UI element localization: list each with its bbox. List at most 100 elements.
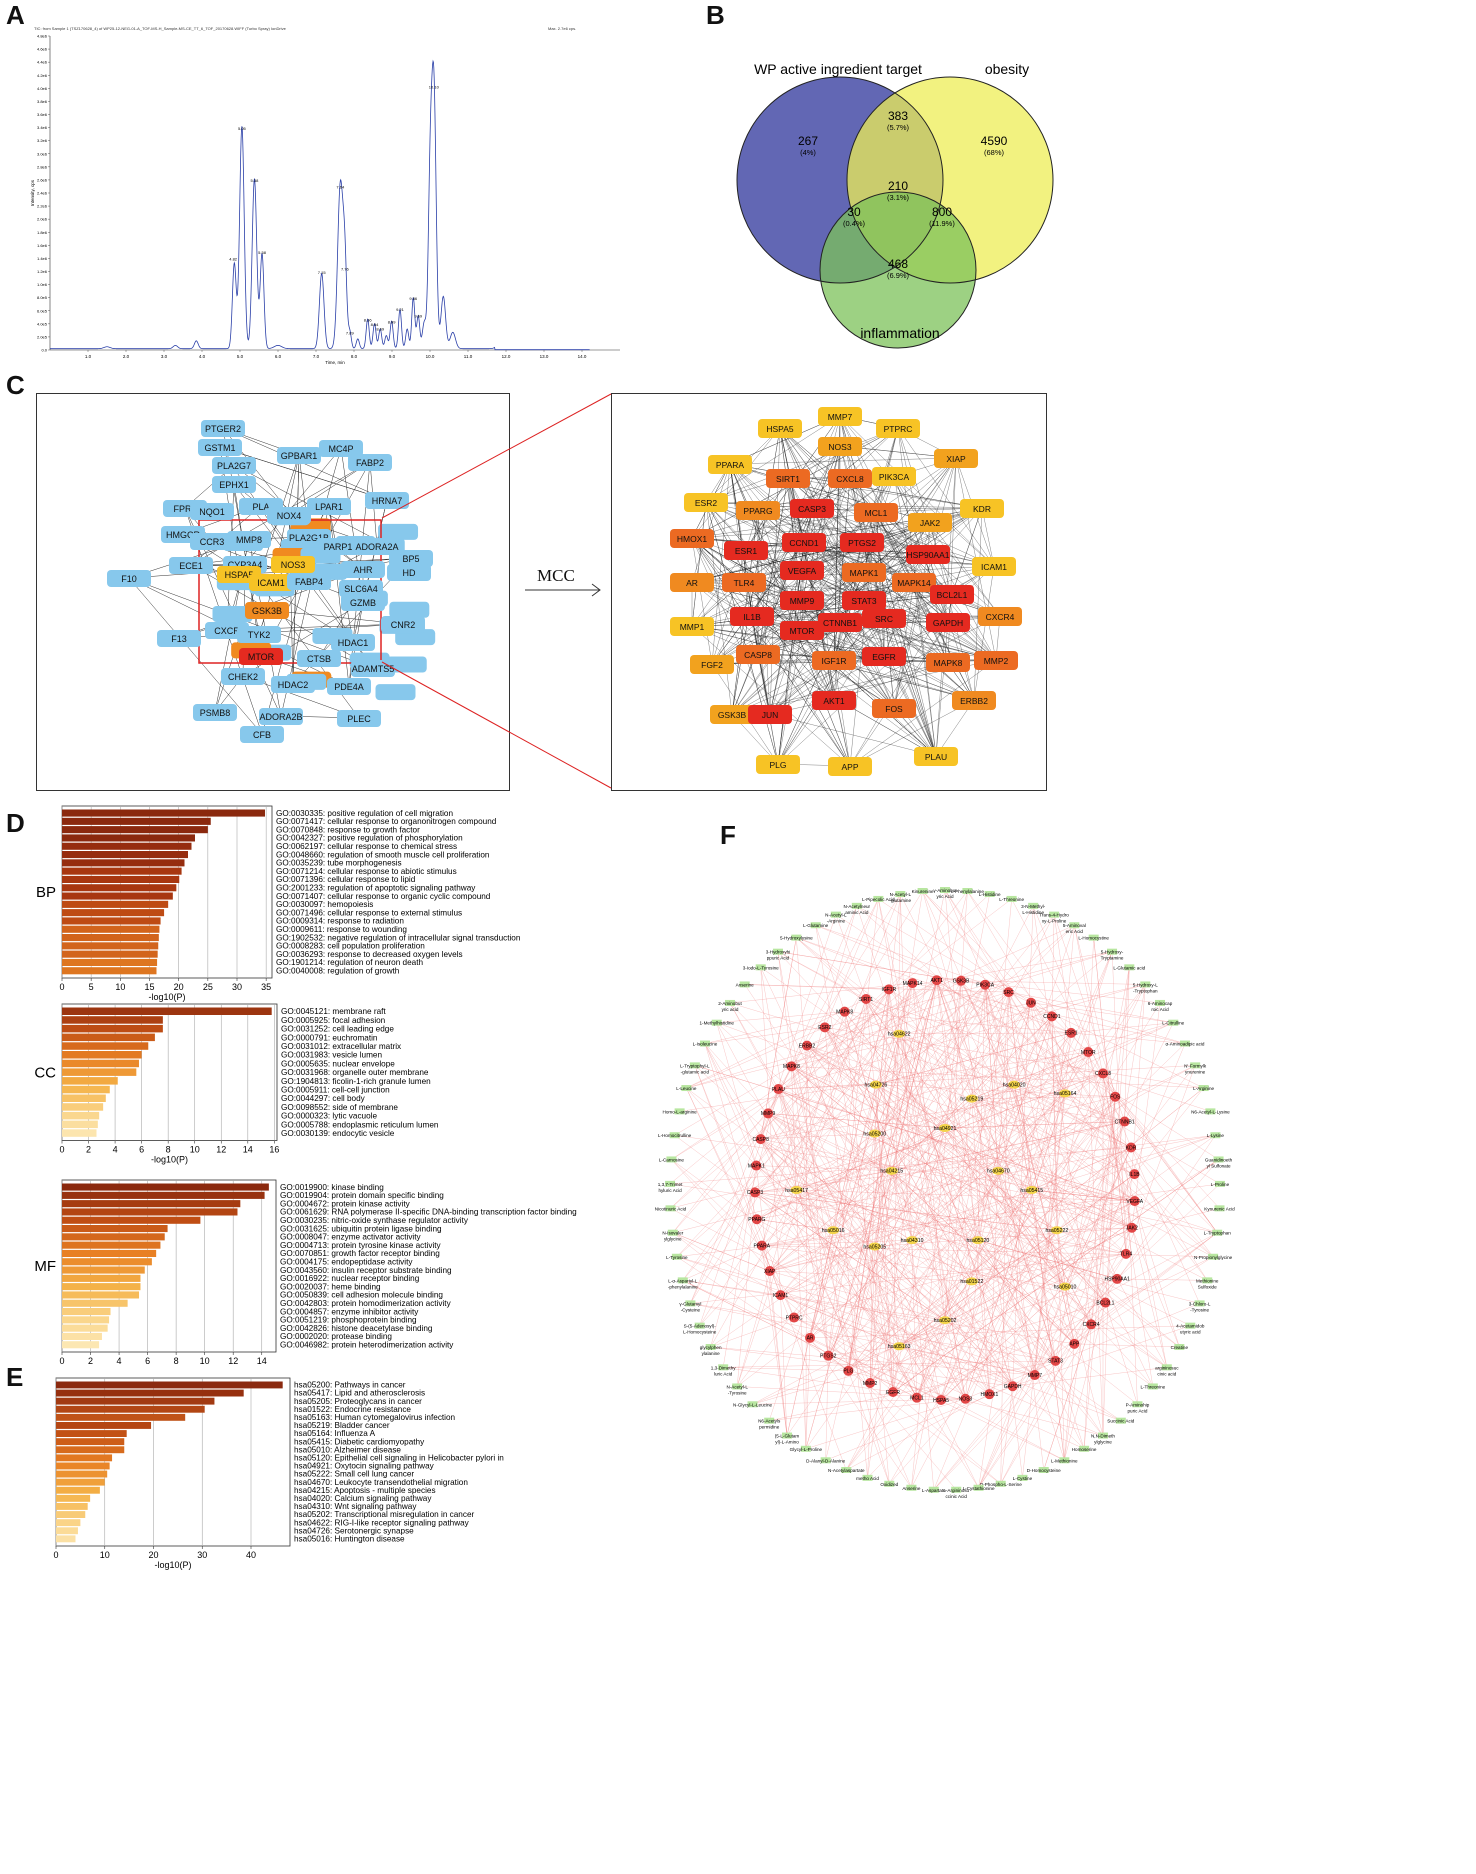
compound-label: γ-Glutamyl [679,1301,701,1306]
chrom-x-tick-label: 4.0 [199,354,206,359]
chrom-peak-label: 8.36 [364,318,373,323]
ctp-edge [978,1016,1053,1488]
ctp-edge [874,984,986,1134]
network-left-node: AHR [341,561,385,578]
ctp-edge [769,914,1055,1272]
chrom-y-tick-label: 4.0e6 [37,86,48,91]
ctp-edge [1012,1232,1218,1387]
ctp-edge [679,1051,1089,1112]
compound-label: roic Acid [1151,1007,1169,1012]
bar-rect [62,1120,98,1129]
compound-node [665,1180,676,1187]
pathway-label: hsa05016 [822,1228,845,1234]
chrom-peak-label: 8.99 [388,319,397,324]
network-left-node: ADORA2B [259,708,303,725]
target-label: MAPK8 [783,1064,800,1070]
venn-label-wp: WP active ingredient target [754,61,922,77]
compound-node [1168,1019,1179,1026]
pathway-label: hsa05120 [967,1238,990,1244]
target-label: CXCR4 [1083,1322,1100,1328]
target-node [1046,1011,1057,1022]
ctp-edge [756,1165,892,1172]
compound-node [671,1253,682,1260]
target-node [1069,1338,1080,1349]
compound-node [1210,1132,1221,1139]
ctp-edge [672,1232,781,1296]
compound-label: ylglycine [664,1237,682,1242]
ctp-edge [978,1253,1127,1488]
bar-term-label: GO:0031012: extracellular matrix [281,1042,401,1051]
venn-region-percent: (5.7%) [887,123,910,132]
ctp-edge [805,1045,808,1449]
compound-node [884,1480,895,1487]
venn-label-inflammation: inflammation [860,325,939,341]
ctp-edge [676,1256,1056,1362]
compound-node [1185,1322,1196,1329]
compound-node [800,1445,811,1452]
chrom-y-tick-label: 1.0e6 [37,282,48,287]
ctp-edge [690,1303,1035,1376]
target-node [1025,997,1036,1008]
ctp-edge [1102,1073,1218,1233]
chromatogram-svg: TIC: from Sample 1 (TSZ170628_4) of WP25… [30,26,620,365]
ctp-edge [769,1065,1196,1272]
ctp-edge [1105,1302,1138,1405]
ctp-edge [682,980,937,1281]
bar-term-label: GO:0071396: cellular response to lipid [276,875,416,884]
network-right-edge [861,457,957,543]
ctp-edge [971,1098,1135,1175]
compound-node [1213,1156,1224,1163]
ctp-edge [891,1170,1056,1361]
compound-label: N-Acetyl-L [825,913,847,918]
target-node [936,1394,947,1405]
venn-region-percent: (4%) [800,148,816,157]
ctp-edge [824,1027,1104,1436]
network-left-filler-node [378,523,419,540]
ctp-edge [760,914,837,1140]
network-right-node: CXCL8 [828,469,872,488]
ctp-edge [869,1281,972,1384]
compound-label: 3-Hydroxyhi [766,950,791,955]
ctp-edge [690,1303,1056,1362]
compound-label: -phenylalanine [668,1284,698,1289]
ctp-edge [756,890,923,1166]
compound-label: -Tryptophan [1133,988,1158,993]
ctp-edge [1043,1324,1092,1471]
go-group-label: BP [36,884,56,901]
ctp-edge [806,925,1075,1046]
compound-node [1115,1417,1126,1424]
network-right-edge [691,537,759,655]
bar-x-tick-label: 0 [59,982,64,992]
ctp-edge [940,1093,1066,1401]
bar-term-label: GO:0043560: insulin receptor substrate b… [280,1266,452,1275]
ctp-edge [944,889,1135,1175]
ctp-edge [971,1002,1032,1099]
bar-x-tick-label: 0 [59,1356,64,1365]
network-right-node: STAT3 [842,591,886,610]
ctp-edge [856,905,1132,1148]
network-right-node: KDR [960,499,1004,518]
bar-rect [62,1233,165,1241]
network-right-edge [803,541,997,661]
bar-x-tick-label: 30 [232,982,242,992]
bar-term-label: hsa05016: Huntington disease [294,1535,405,1544]
ctp-edge [755,1189,797,1193]
network-left-node: NOX4 [267,507,311,524]
ctp-edge [1031,1189,1135,1202]
ctp-edge [891,984,986,1171]
chrom-y-tick-label: 4.0e5 [37,321,48,326]
target-node [1112,1273,1123,1284]
compound-node [973,1484,984,1491]
compound-label: N-Acetyl-L [726,1384,748,1389]
network-right-node: MTOR [780,621,824,640]
network-right-node: FOS [872,699,916,718]
bar-rect [62,942,159,950]
network-left-node: MC4P [319,440,363,457]
bar-term-label: GO:0004672: protein kinase activity [280,1199,411,1208]
compound-node [928,1486,939,1493]
ctp-edge [778,1088,1167,1368]
network-left-filler-node [389,601,430,618]
compound-node [962,887,973,894]
bar-rect [62,917,161,925]
network-right-edge [777,521,931,765]
